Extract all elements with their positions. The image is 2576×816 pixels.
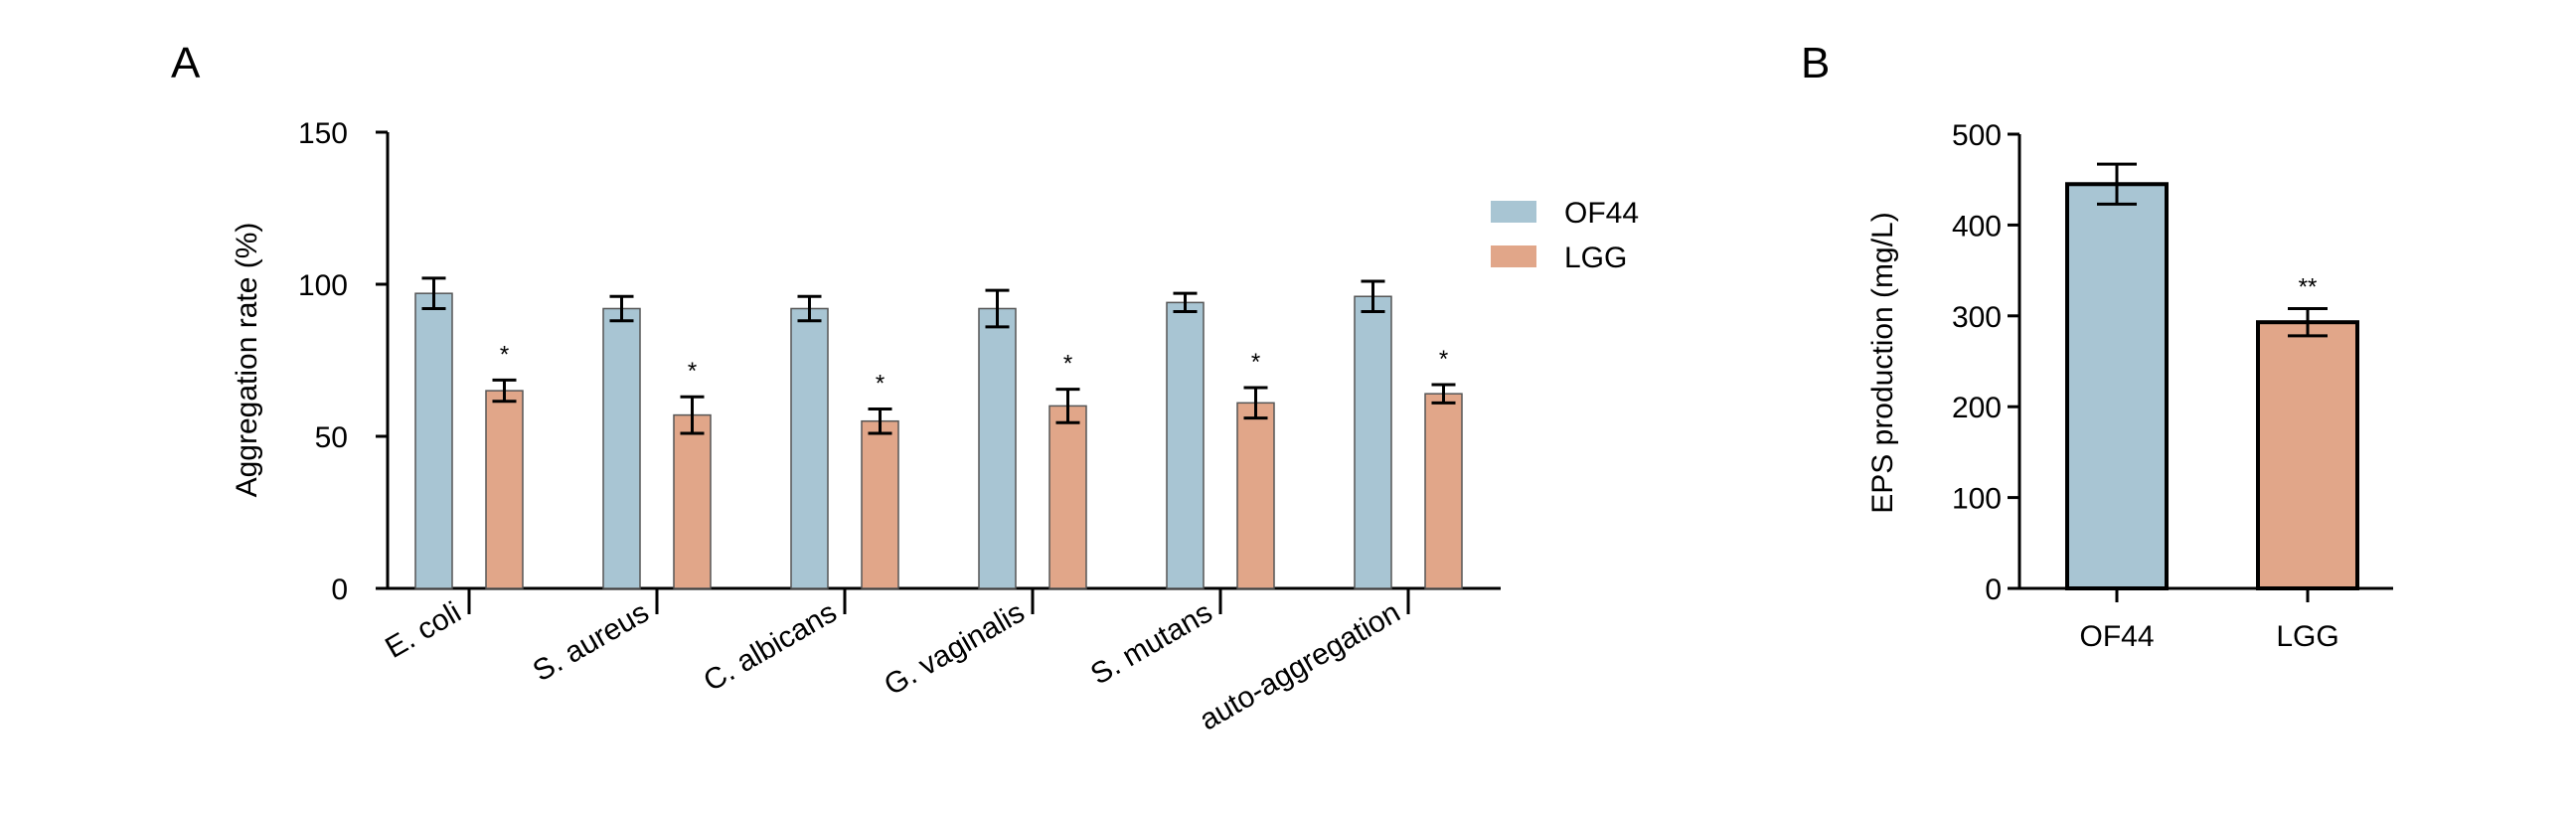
- legend-label-of44: OF44: [1564, 197, 1639, 230]
- x-tick-label-auto-aggregation: auto-aggregation: [1195, 595, 1406, 736]
- bar-lgg-s-mutans: [1236, 402, 1275, 589]
- x-tick-label-e-coli: E. coli: [380, 595, 466, 664]
- bar-lgg-e-coli: [485, 390, 524, 589]
- bar-lgg: [2256, 320, 2359, 590]
- bar-of44: [2065, 182, 2169, 591]
- x-tick-label-s-mutans: S. mutans: [1085, 595, 1217, 691]
- chart-b-x-ticks: OF44 LGG: [2079, 588, 2339, 653]
- legend: OF44 LGG: [1491, 197, 1639, 274]
- legend-label-lgg: LGG: [1564, 242, 1627, 274]
- bar-lgg-s-aureus: [673, 413, 712, 589]
- x-tick-label-lgg: LGG: [2276, 620, 2338, 653]
- significance-lgg-g-vaginalis: *: [1063, 351, 1072, 378]
- chart-a-y-axis-label: Aggregation rate (%): [231, 223, 263, 498]
- bar-lgg-auto-aggregation: [1424, 393, 1463, 589]
- chart-a: Aggregation rate (%) 0 50 100 150 * * * * * * E.…: [231, 117, 1501, 736]
- chart-b-y-tick-label: 200: [1952, 392, 2002, 424]
- chart-b-y-tick-label: 0: [1985, 573, 2002, 606]
- chart-a-bars: * * * * * *: [414, 276, 1463, 589]
- panel-label-b: B: [1801, 39, 1830, 87]
- legend-swatch-of44: [1491, 201, 1536, 223]
- chart-b-y-ticks: 0 100 200 300 400 500: [1952, 119, 2019, 606]
- chart-a-y-ticks: 0 50 100 150: [298, 117, 388, 606]
- chart-b-y-tick-label: 500: [1952, 119, 2002, 152]
- bar-lgg-c-albicans: [861, 419, 899, 589]
- chart-a-x-ticks: E. coli S. aureus C. albicans G. vaginalis S…: [380, 588, 1410, 736]
- chart-b-y-tick-label: 100: [1952, 483, 2002, 516]
- bar-lgg-g-vaginalis: [1048, 405, 1087, 589]
- x-tick-label-g-vaginalis: G. vaginalis: [879, 595, 1030, 702]
- chart-b-y-tick-label: 400: [1952, 210, 2002, 243]
- chart-b-y-tick-label: 300: [1952, 301, 2002, 334]
- bar-of44-auto-aggregation: [1354, 295, 1392, 589]
- chart-a-y-tick-label: 150: [298, 117, 348, 150]
- bar-of44-s-mutans: [1166, 301, 1205, 589]
- bar-of44-e-coli: [414, 292, 453, 589]
- chart-b-y-axis-label: EPS production (mg/L): [1866, 212, 1899, 513]
- significance-lgg-auto-aggregation: *: [1439, 346, 1448, 373]
- significance-lgg: **: [2299, 273, 2318, 300]
- x-tick-label-s-aureus: S. aureus: [528, 595, 655, 688]
- bar-of44-c-albicans: [790, 307, 829, 589]
- panel-label-a: A: [171, 39, 201, 87]
- chart-a-y-tick-label: 50: [315, 421, 348, 454]
- x-tick-label-c-albicans: C. albicans: [698, 595, 842, 698]
- x-tick-label-of44: OF44: [2079, 620, 2154, 653]
- chart-a-y-tick-label: 0: [331, 573, 348, 606]
- chart-b-bars: **: [2065, 162, 2359, 591]
- significance-lgg-c-albicans: *: [876, 370, 885, 397]
- bar-of44-s-aureus: [602, 307, 641, 589]
- chart-a-y-tick-label: 100: [298, 269, 348, 302]
- legend-swatch-lgg: [1491, 245, 1536, 267]
- significance-lgg-s-aureus: *: [688, 358, 697, 385]
- significance-lgg-s-mutans: *: [1251, 349, 1260, 376]
- significance-lgg-e-coli: *: [500, 341, 509, 368]
- chart-b: EPS production (mg/L) 0 100 200 300 400 500 *…: [1866, 119, 2393, 653]
- bar-of44-g-vaginalis: [978, 307, 1017, 589]
